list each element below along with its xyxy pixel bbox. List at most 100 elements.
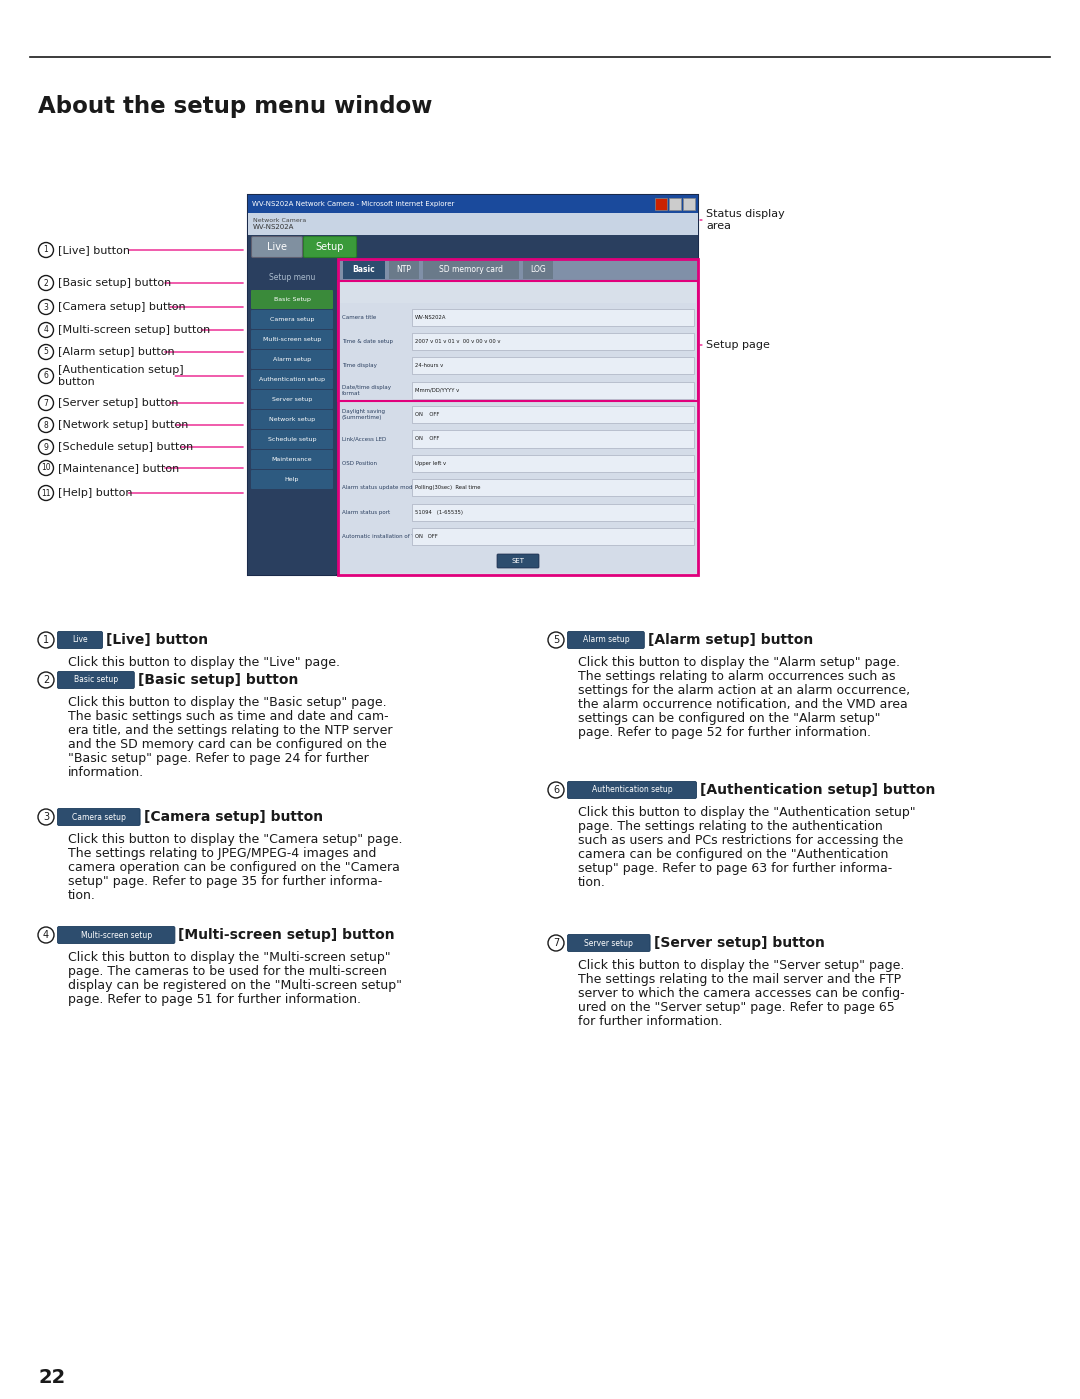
FancyBboxPatch shape xyxy=(251,369,333,389)
FancyBboxPatch shape xyxy=(251,410,333,429)
Text: Camera setup: Camera setup xyxy=(270,318,314,322)
Bar xyxy=(411,455,694,471)
Text: ured on the "Server setup" page. Refer to page 65: ured on the "Server setup" page. Refer t… xyxy=(578,1002,894,1014)
Text: Alarm status port: Alarm status port xyxy=(342,509,390,515)
Bar xyxy=(340,304,696,574)
FancyBboxPatch shape xyxy=(57,809,140,825)
Text: 2: 2 xyxy=(43,278,49,288)
FancyBboxPatch shape xyxy=(251,330,333,348)
Text: [Live] button: [Live] button xyxy=(58,245,130,255)
FancyBboxPatch shape xyxy=(303,236,356,257)
Text: Multi-screen setup: Multi-screen setup xyxy=(262,337,321,341)
Text: [Alarm setup] button: [Alarm setup] button xyxy=(648,632,813,646)
Circle shape xyxy=(38,809,54,825)
FancyBboxPatch shape xyxy=(251,390,333,409)
FancyBboxPatch shape xyxy=(251,290,333,309)
Circle shape xyxy=(38,672,54,688)
Text: Network Camera: Network Camera xyxy=(253,218,307,222)
Bar xyxy=(338,281,698,402)
Text: settings can be configured on the "Alarm setup": settings can be configured on the "Alarm… xyxy=(578,712,880,725)
Circle shape xyxy=(548,935,564,951)
Text: Click this button to display the "Alarm setup" page.: Click this button to display the "Alarm … xyxy=(578,656,900,669)
Text: Daylight saving
(Summertime): Daylight saving (Summertime) xyxy=(342,410,384,420)
Text: [Authentication setup] button: [Authentication setup] button xyxy=(700,783,935,797)
Text: Camera setup: Camera setup xyxy=(72,813,125,821)
Bar xyxy=(411,527,694,546)
Bar xyxy=(411,431,694,448)
Text: Click this button to display the "Server setup" page.: Click this button to display the "Server… xyxy=(578,958,904,972)
Text: The basic settings such as time and date and cam-: The basic settings such as time and date… xyxy=(68,711,389,723)
Text: 51094   (1-65535): 51094 (1-65535) xyxy=(415,509,463,515)
Text: Multi-screen setup: Multi-screen setup xyxy=(81,930,152,940)
Bar xyxy=(683,199,696,210)
Text: Network setup: Network setup xyxy=(269,417,315,422)
Text: settings for the alarm action at an alarm occurrence,: settings for the alarm action at an alar… xyxy=(578,684,910,697)
Text: WV-NS202A: WV-NS202A xyxy=(415,315,446,320)
Text: 1: 1 xyxy=(43,245,49,255)
Text: WV-NS202A: WV-NS202A xyxy=(253,224,295,229)
Circle shape xyxy=(548,782,564,797)
Circle shape xyxy=(548,632,564,648)
Text: [Help] button: [Help] button xyxy=(58,488,133,498)
Text: [Maintenance] button: [Maintenance] button xyxy=(58,463,179,473)
Bar xyxy=(411,333,694,350)
FancyBboxPatch shape xyxy=(251,350,333,369)
FancyBboxPatch shape xyxy=(343,262,384,278)
Text: 6: 6 xyxy=(43,372,49,381)
Text: [Camera setup] button: [Camera setup] button xyxy=(58,302,186,312)
Text: page. The settings relating to the authentication: page. The settings relating to the authe… xyxy=(578,820,882,832)
Text: Live: Live xyxy=(72,635,87,645)
Text: Live: Live xyxy=(267,242,287,252)
Text: 4: 4 xyxy=(43,930,49,940)
FancyBboxPatch shape xyxy=(57,631,103,649)
Circle shape xyxy=(38,632,54,648)
Text: SET: SET xyxy=(512,558,525,564)
Text: page. The cameras to be used for the multi-screen: page. The cameras to be used for the mul… xyxy=(68,965,387,978)
Text: [Server setup] button: [Server setup] button xyxy=(58,397,178,409)
Text: Setup: Setup xyxy=(315,242,345,252)
Text: information.: information. xyxy=(68,767,144,779)
Text: 2007 v 01 v 01 v  00 v 00 v 00 v: 2007 v 01 v 01 v 00 v 00 v 00 v xyxy=(415,339,500,344)
Text: ON    OFF: ON OFF xyxy=(415,413,440,417)
Text: About the setup menu window: About the setup menu window xyxy=(38,95,432,118)
Circle shape xyxy=(39,299,54,315)
Text: tion.: tion. xyxy=(68,888,96,902)
Text: tion.: tion. xyxy=(578,876,606,888)
Text: 1: 1 xyxy=(43,635,49,645)
Text: 5: 5 xyxy=(553,635,559,645)
FancyBboxPatch shape xyxy=(423,262,519,278)
Text: 8: 8 xyxy=(43,421,49,429)
Text: Date/time display
format: Date/time display format xyxy=(342,385,391,396)
Text: Server setup: Server setup xyxy=(584,939,633,947)
Text: [Live] button: [Live] button xyxy=(106,632,208,646)
Text: Maintenance: Maintenance xyxy=(272,457,312,462)
Text: [Basic setup] button: [Basic setup] button xyxy=(58,278,172,288)
Text: Basic setup: Basic setup xyxy=(73,676,118,684)
Text: 2: 2 xyxy=(43,674,49,686)
Text: 3: 3 xyxy=(43,302,49,312)
Text: [Authentication setup]: [Authentication setup] xyxy=(58,365,184,375)
Text: [Basic setup] button: [Basic setup] button xyxy=(138,673,298,687)
Text: Setup page: Setup page xyxy=(706,340,770,350)
Text: area: area xyxy=(706,221,731,231)
FancyBboxPatch shape xyxy=(251,311,333,329)
Circle shape xyxy=(39,323,54,337)
Text: Alarm status update mode: Alarm status update mode xyxy=(342,485,416,490)
Text: [Server setup] button: [Server setup] button xyxy=(653,936,824,950)
FancyBboxPatch shape xyxy=(57,926,175,943)
Text: setup" page. Refer to page 35 for further informa-: setup" page. Refer to page 35 for furthe… xyxy=(68,874,382,888)
Bar xyxy=(411,406,694,422)
Text: [Multi-screen setup] button: [Multi-screen setup] button xyxy=(58,325,211,334)
Text: Mmm/DD/YYYY v: Mmm/DD/YYYY v xyxy=(415,388,459,393)
Text: 9: 9 xyxy=(43,442,49,452)
Text: Click this button to display the "Authentication setup": Click this button to display the "Authen… xyxy=(578,806,916,818)
Circle shape xyxy=(39,276,54,291)
Text: ON   OFF: ON OFF xyxy=(415,534,437,539)
Text: Status display: Status display xyxy=(706,208,785,220)
Text: Alarm setup: Alarm setup xyxy=(582,635,630,645)
Bar xyxy=(411,309,694,326)
Circle shape xyxy=(39,344,54,360)
Circle shape xyxy=(39,396,54,410)
Text: page. Refer to page 51 for further information.: page. Refer to page 51 for further infor… xyxy=(68,993,361,1006)
Text: Click this button to display the "Camera setup" page.: Click this button to display the "Camera… xyxy=(68,832,403,846)
